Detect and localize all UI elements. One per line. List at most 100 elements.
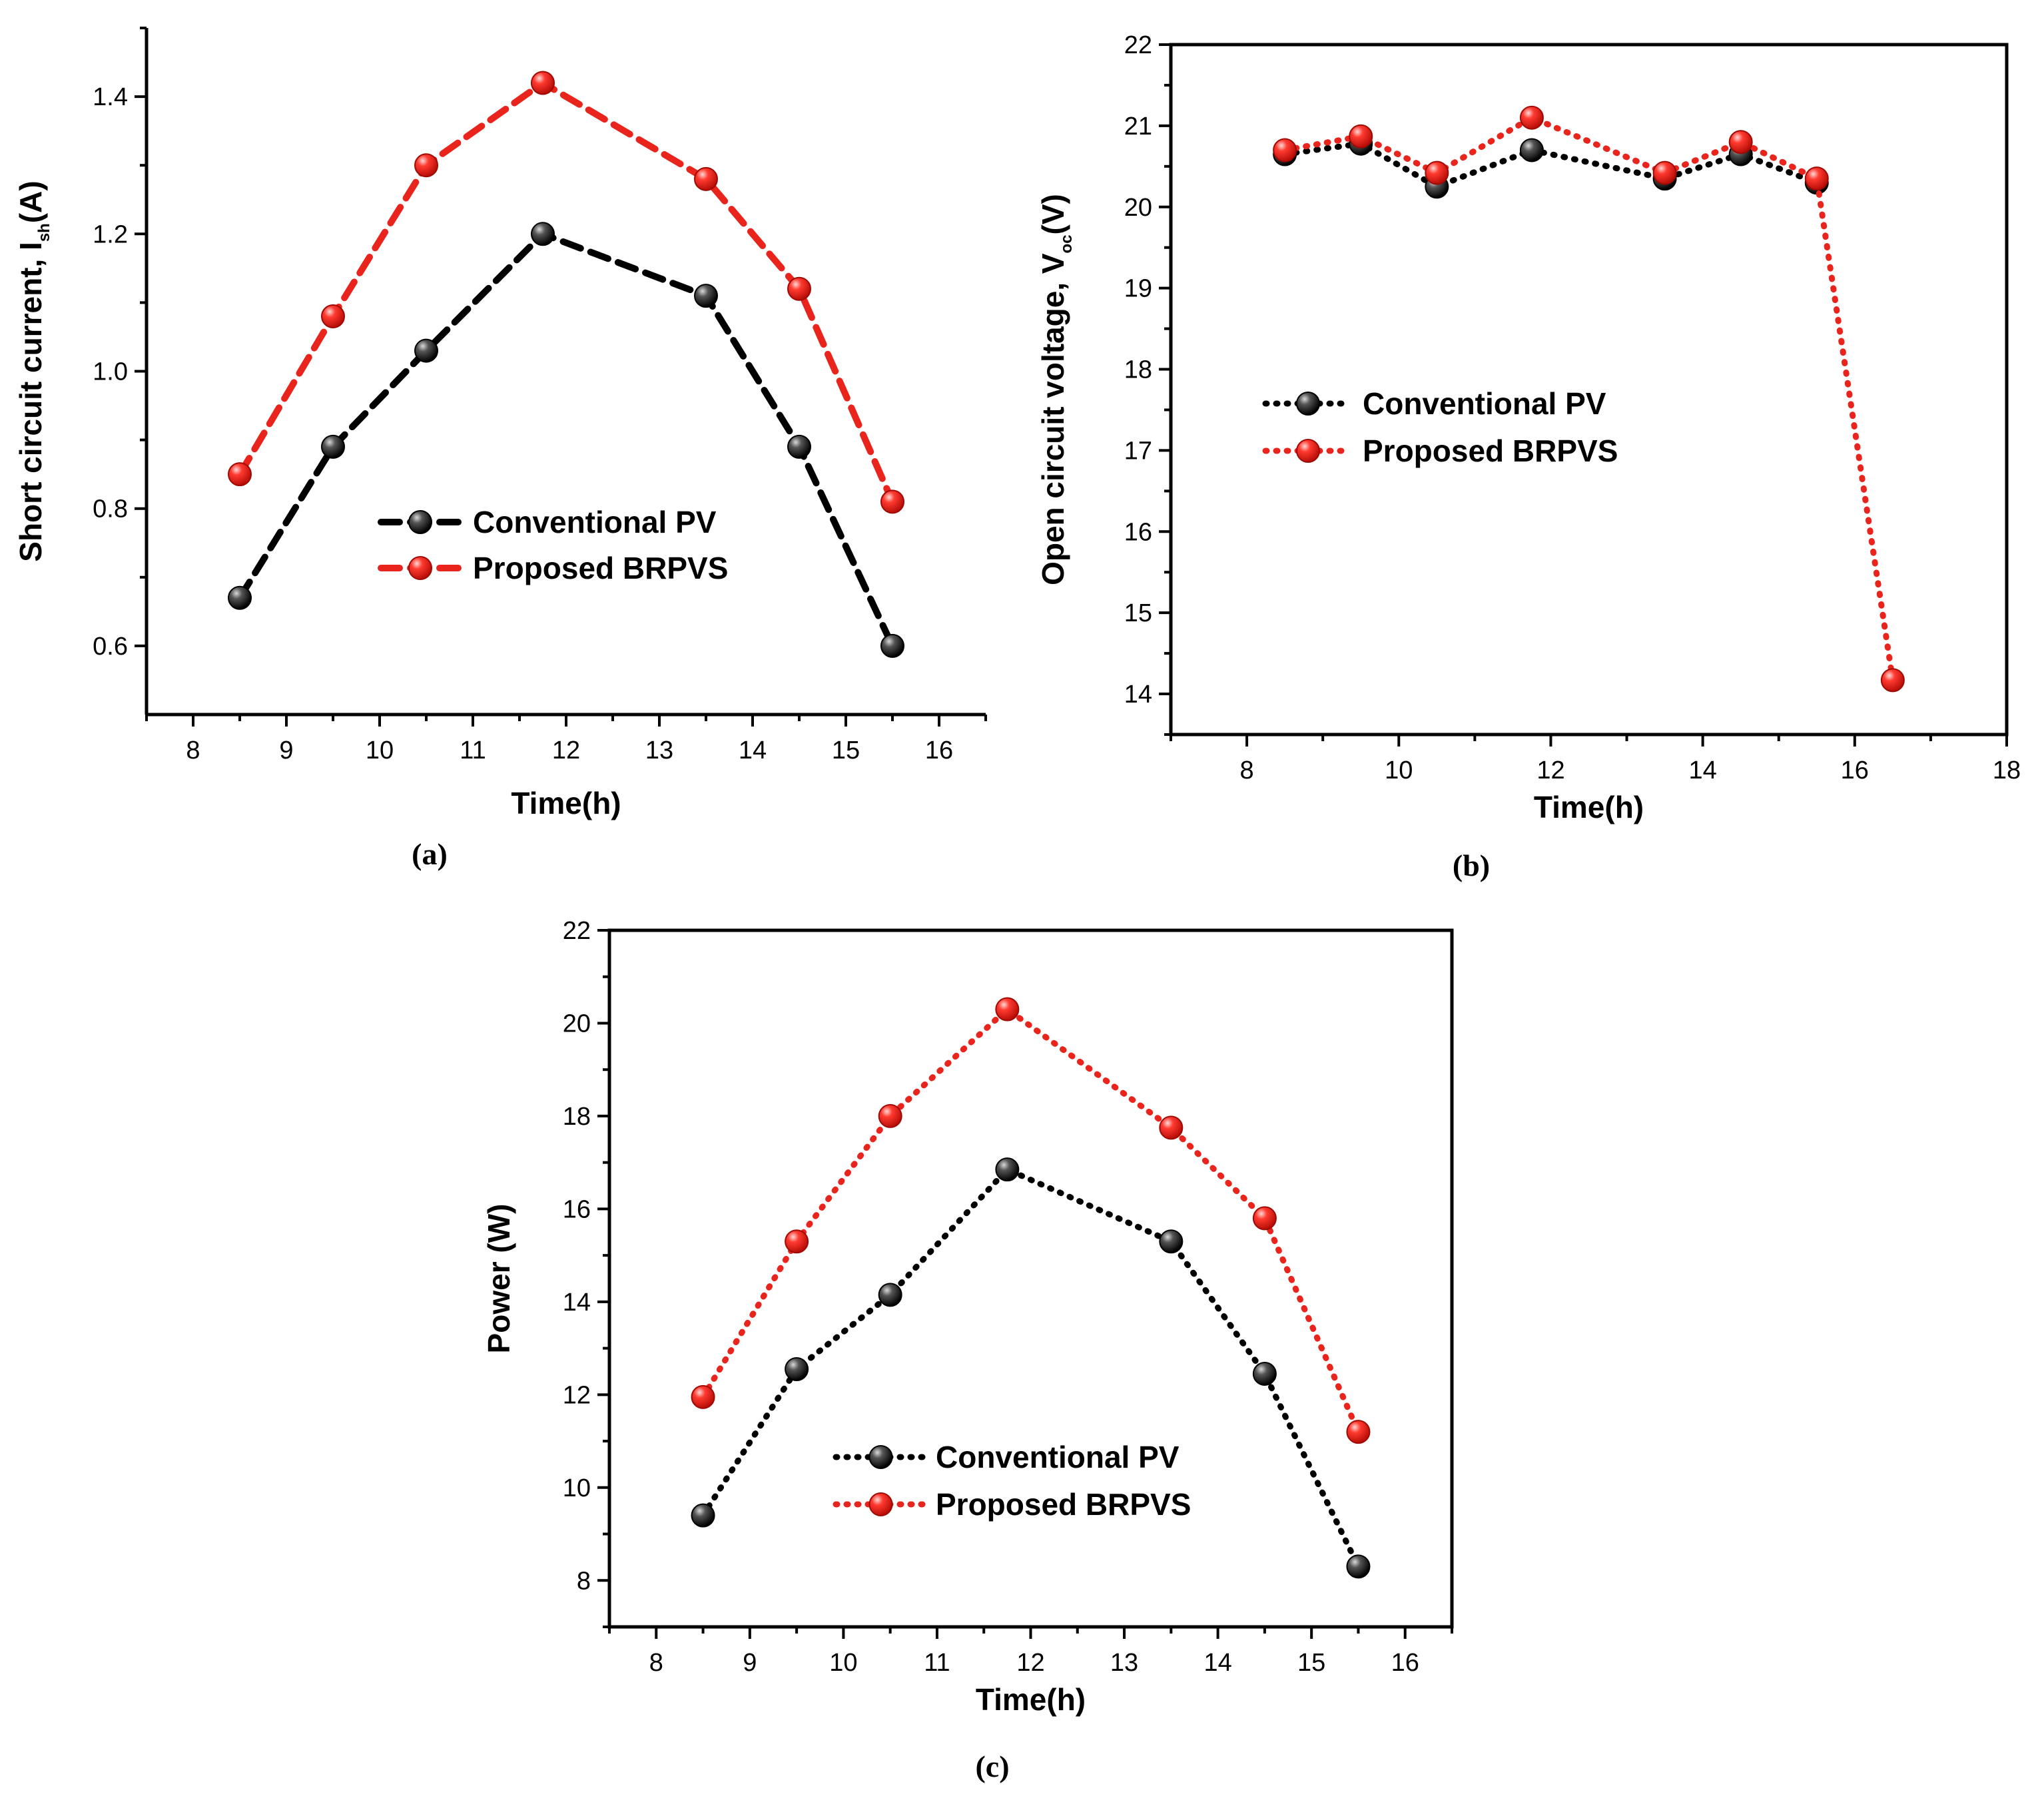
x-axis-title: Time(h)	[1534, 790, 1644, 824]
data-point	[691, 1384, 715, 1409]
x-tick-label: 11	[460, 737, 486, 764]
x-tick-label: 11	[924, 1649, 950, 1677]
legend-label: Conventional PV	[936, 1440, 1180, 1474]
x-tick-label: 15	[832, 737, 860, 764]
y-tick-label: 1.0	[93, 358, 128, 386]
chart-panel-b: 8 10 12 14 16 18 14 15 16 17 18 19 20 21 22 Time(h) Open…	[1036, 31, 2021, 882]
data-point	[228, 585, 252, 610]
y-tick-label: 22	[1124, 31, 1152, 59]
legend-swatch-marker	[408, 556, 432, 580]
x-tick-label: 8	[649, 1649, 663, 1677]
data-point	[1273, 138, 1297, 162]
series-line-1	[1281, 115, 1896, 683]
data-point	[694, 166, 718, 191]
x-tick-label: 13	[1110, 1649, 1138, 1677]
y-tick-label: 20	[1124, 194, 1152, 222]
y-tick-label: 12	[563, 1381, 591, 1409]
y-tick-label: 8	[577, 1567, 591, 1595]
data-point	[1159, 1115, 1184, 1140]
data-point	[1349, 124, 1373, 149]
data-point	[787, 434, 811, 459]
y-tick-label: 16	[1124, 518, 1152, 546]
data-point	[1425, 160, 1449, 185]
y-axis-title: Open circuit voltage, Voc(V)	[1036, 194, 1076, 585]
data-point	[880, 633, 904, 658]
y-tick-label: 16	[563, 1195, 591, 1223]
data-point	[531, 71, 555, 95]
data-point	[785, 1229, 809, 1254]
data-point	[414, 153, 438, 178]
legend-label: Conventional PV	[1363, 386, 1606, 421]
data-point	[880, 489, 904, 514]
chart-panel-a: 8 9 10 11 12 13 14 15 16 0.6 0.8 1.0 1.2 1.4 Time(h) Sh…	[13, 27, 987, 871]
data-point	[1519, 138, 1544, 162]
y-tick-label: 10	[563, 1474, 591, 1502]
legend-label: Conventional PV	[473, 505, 717, 539]
data-point	[878, 1283, 902, 1307]
data-point	[1252, 1361, 1277, 1386]
y-tick-label: 0.6	[93, 633, 128, 661]
y-tick-label: 17	[1124, 437, 1152, 465]
panel-label: (a)	[412, 837, 448, 871]
y-tick-label: 1.2	[93, 220, 128, 248]
legend-label: Proposed BRPVS	[1363, 434, 1618, 468]
legend-label: Proposed BRPVS	[936, 1487, 1191, 1522]
data-point	[1252, 1206, 1277, 1231]
data-point	[1880, 668, 1905, 693]
data-point	[995, 1157, 1020, 1182]
x-tick-label: 16	[1391, 1649, 1419, 1677]
legend-swatch-marker	[1296, 392, 1320, 416]
data-point	[1159, 1229, 1184, 1254]
y-tick-label: 22	[563, 917, 591, 945]
data-point	[694, 284, 718, 308]
x-tick-label: 14	[1203, 1649, 1231, 1677]
y-axis-title: Power (W)	[482, 1204, 516, 1354]
x-axis-title: Time(h)	[511, 786, 621, 820]
panel-label: (b)	[1453, 848, 1490, 882]
data-point	[228, 462, 252, 487]
data-point	[321, 304, 345, 329]
legend-label: Proposed BRPVS	[473, 551, 728, 585]
y-tick-label: 18	[1124, 356, 1152, 384]
x-tick-label: 14	[1688, 756, 1716, 784]
x-tick-label: 8	[1240, 756, 1254, 784]
y-tick-label: 14	[563, 1289, 591, 1317]
chart-panel-c: 8 9 10 11 12 13 14 15 16 8 10 12 14 16 18 20 22 Time(h) Po…	[482, 917, 1454, 1783]
legend-swatch-marker	[1296, 439, 1320, 463]
x-tick-label: 12	[1016, 1649, 1044, 1677]
x-tick-label: 10	[1385, 756, 1413, 784]
plot-frame	[607, 928, 1454, 1629]
x-tick-label: 12	[552, 737, 580, 764]
data-point	[878, 1103, 902, 1128]
x-tick-label: 12	[1536, 756, 1564, 784]
y-tick-label: 0.8	[93, 495, 128, 523]
y-tick-label: 18	[563, 1103, 591, 1131]
x-tick-label: 13	[645, 737, 673, 764]
y-tick-label: 1.4	[93, 83, 128, 111]
data-point	[1346, 1554, 1371, 1579]
y-tick-label: 14	[1124, 681, 1152, 709]
x-tick-label: 9	[279, 737, 293, 764]
x-tick-label: 8	[186, 737, 200, 764]
y-tick-label: 21	[1124, 113, 1152, 141]
x-tick-label: 18	[1993, 756, 2021, 784]
x-tick-label: 15	[1297, 1649, 1325, 1677]
data-point	[414, 338, 438, 363]
x-tick-label: 16	[1841, 756, 1869, 784]
panel-label: (c)	[975, 1749, 1009, 1783]
x-tick-label: 16	[925, 737, 953, 764]
data-point	[531, 222, 555, 246]
data-point	[1519, 105, 1544, 130]
x-tick-label: 9	[743, 1649, 757, 1677]
legend-swatch-marker	[868, 1445, 893, 1469]
data-point	[787, 276, 811, 301]
y-axis-title: Short circuit current, Ish(A)	[13, 180, 53, 561]
x-tick-label: 14	[739, 737, 767, 764]
x-axis-title: Time(h)	[976, 1682, 1086, 1717]
legend-swatch-marker	[408, 510, 432, 534]
x-tick-label: 10	[829, 1649, 857, 1677]
data-point	[785, 1357, 809, 1381]
y-tick-label: 15	[1124, 599, 1152, 627]
y-tick-label: 19	[1124, 275, 1152, 303]
